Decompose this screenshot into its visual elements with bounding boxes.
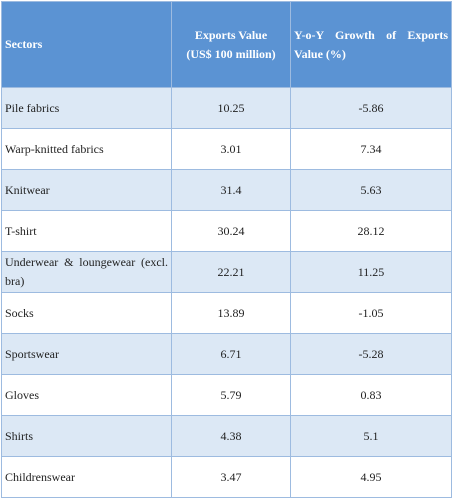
cell-sector: T-shirt: [1, 210, 172, 252]
cell-sector: Warp-knitted fabrics: [1, 128, 172, 170]
cell-sector: Childrenswear: [1, 456, 172, 498]
cell-sector: Sportswear: [1, 333, 172, 375]
cell-yoy-growth: -5.28: [290, 333, 452, 375]
cell-exports-value: 4.38: [171, 415, 291, 457]
header-row: Sectors Exports Value (US$ 100 million) …: [1, 1, 452, 88]
header-exports-value: Exports Value (US$ 100 million): [171, 1, 291, 88]
table-row: Gloves 5.79 0.83: [1, 374, 452, 416]
cell-sector: Knitwear: [1, 169, 172, 211]
table-row: Socks 13.89 -1.05: [1, 292, 452, 334]
cell-exports-value: 31.4: [171, 169, 291, 211]
table-row: Warp-knitted fabrics 3.01 7.34: [1, 128, 452, 170]
table-row: Pile fabrics 10.25 -5.86: [1, 87, 452, 129]
cell-sector: Shirts: [1, 415, 172, 457]
header-yoy-growth-line1: Y-o-Y Growth of Exports: [294, 27, 448, 42]
table-row: Knitwear 31.4 5.63: [1, 169, 452, 211]
cell-exports-value: 30.24: [171, 210, 291, 252]
cell-yoy-growth: 11.25: [290, 251, 452, 293]
cell-exports-value: 6.71: [171, 333, 291, 375]
cell-exports-value: 5.79: [171, 374, 291, 416]
cell-exports-value: 13.89: [171, 292, 291, 334]
cell-exports-value: 3.01: [171, 128, 291, 170]
cell-yoy-growth: 28.12: [290, 210, 452, 252]
cell-yoy-growth: 5.1: [290, 415, 452, 457]
cell-sector: Underwear & loungewear (excl. bra): [1, 251, 172, 293]
cell-sector: Socks: [1, 292, 172, 334]
table-row: Underwear & loungewear (excl. bra) 22.21…: [1, 251, 452, 293]
cell-sector: Pile fabrics: [1, 87, 172, 129]
cell-exports-value: 22.21: [171, 251, 291, 293]
table-row: T-shirt 30.24 28.12: [1, 210, 452, 252]
cell-yoy-growth: 5.63: [290, 169, 452, 211]
cell-yoy-growth: 7.34: [290, 128, 452, 170]
table-row: Childrenswear 3.47 4.95: [1, 456, 452, 498]
table-row: Shirts 4.38 5.1: [1, 415, 452, 457]
cell-exports-value: 10.25: [171, 87, 291, 129]
table-row: Sportswear 6.71 -5.28: [1, 333, 452, 375]
cell-yoy-growth: 0.83: [290, 374, 452, 416]
cell-yoy-growth: 4.95: [290, 456, 452, 498]
header-exports-value-line1: Exports Value: [194, 27, 268, 42]
cell-exports-value: 3.47: [171, 456, 291, 498]
header-yoy-growth: Y-o-Y Growth of Exports Value (%): [290, 1, 452, 88]
cell-yoy-growth: -1.05: [290, 292, 452, 334]
header-yoy-growth-line2: Value (%): [294, 46, 346, 61]
cell-yoy-growth: -5.86: [290, 87, 452, 129]
header-sectors: Sectors: [1, 1, 172, 88]
header-sectors-label: Sectors: [5, 37, 43, 51]
cell-sector: Gloves: [1, 374, 172, 416]
header-exports-value-line2: (US$ 100 million): [186, 46, 276, 61]
